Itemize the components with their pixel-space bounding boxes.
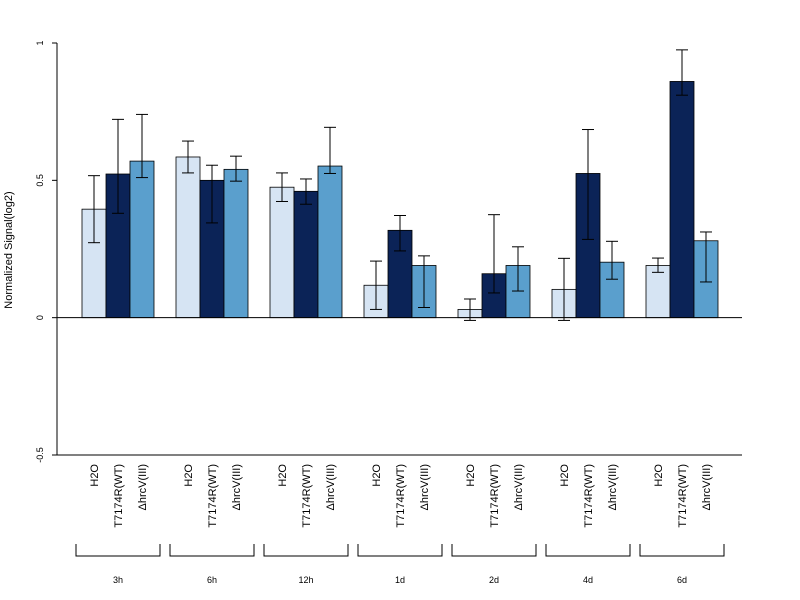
bar-6d-1 [669, 81, 695, 319]
group-label: 6d [677, 575, 687, 585]
error-bar-6h-1 [206, 164, 218, 224]
category-labels: H2O T7174R(WT) ΔhrcV(III) H2O T7174R(WT) Δhrc… [89, 464, 713, 528]
error-bar-1d-1 [394, 214, 406, 252]
error-bar-4d-2 [606, 240, 618, 280]
group-bracket-6h [169, 544, 255, 557]
category-label: ΔhrcV(III) [137, 464, 149, 510]
error-bar-4d-1 [582, 129, 594, 240]
error-bars [88, 49, 712, 321]
group-bracket-4d [545, 544, 631, 557]
group-label: 12h [298, 575, 313, 585]
bar-3h-2 [129, 160, 155, 319]
bar-6d-0 [645, 265, 671, 319]
error-bar-3h-0 [88, 175, 100, 244]
bar-6h-0 [175, 156, 201, 319]
category-label: H2O [465, 464, 477, 487]
error-bar-4d-0 [558, 257, 570, 321]
category-label: T7174R(WT) [301, 464, 313, 528]
category-label: T7174R(WT) [395, 464, 407, 528]
group-label: 6h [207, 575, 217, 585]
y-tick-label: 0.5 [35, 174, 45, 187]
category-label: H2O [559, 464, 571, 487]
group-label: 1d [395, 575, 405, 585]
group-bracket-3h [75, 544, 161, 557]
group-labels: 3h 6h 12h 1d 2d 4d 6d [113, 575, 687, 585]
error-bar-6h-2 [230, 155, 242, 182]
category-label: ΔhrcV(III) [325, 464, 337, 510]
category-label: H2O [371, 464, 383, 487]
category-label: H2O [183, 464, 195, 487]
y-tick-label: 1 [35, 40, 45, 45]
error-bar-12h-2 [324, 126, 336, 174]
category-label: ΔhrcV(III) [419, 464, 431, 510]
group-label: 2d [489, 575, 499, 585]
bar-12h-1 [293, 190, 319, 319]
y-tick-label: 0 [35, 315, 45, 320]
error-bar-6d-1 [676, 49, 688, 96]
y-tick-label: -0.5 [35, 447, 45, 463]
error-bar-6d-2 [700, 231, 712, 283]
category-label: T7174R(WT) [113, 464, 125, 528]
group-bracket-6d [639, 544, 725, 557]
group-label: 3h [113, 575, 123, 585]
group-bracket-1d [357, 544, 443, 557]
group-bracket-2d [451, 544, 537, 557]
category-label: T7174R(WT) [677, 464, 689, 528]
category-label: ΔhrcV(III) [607, 464, 619, 510]
error-bar-12h-1 [300, 178, 312, 205]
error-bar-6h-0 [182, 140, 194, 174]
error-bar-2d-1 [488, 214, 500, 294]
category-label: H2O [653, 464, 665, 487]
error-bar-1d-2 [418, 255, 430, 309]
category-label: H2O [277, 464, 289, 487]
category-label: T7174R(WT) [583, 464, 595, 528]
category-label: T7174R(WT) [207, 464, 219, 528]
y-axis: -0.5 0 0.5 1 [35, 40, 58, 463]
group-label: 4d [583, 575, 593, 585]
bar-12h-0 [269, 186, 295, 319]
group-bracket-12h [263, 544, 349, 557]
error-bar-1d-0 [370, 260, 382, 310]
error-bar-2d-2 [512, 246, 524, 292]
y-axis-label: Normalized Signal(log2) [3, 191, 15, 308]
error-bar-3h-2 [136, 113, 148, 179]
error-bar-2d-0 [464, 298, 476, 321]
category-label: T7174R(WT) [489, 464, 501, 528]
error-bar-6d-0 [652, 257, 664, 273]
category-label: ΔhrcV(III) [231, 464, 243, 510]
group-brackets [75, 544, 725, 557]
error-bar-3h-1 [112, 118, 124, 214]
error-bar-12h-0 [276, 172, 288, 202]
category-label: ΔhrcV(III) [513, 464, 525, 510]
category-label: ΔhrcV(III) [701, 464, 713, 510]
category-label: H2O [89, 464, 101, 487]
bar-12h-2 [317, 165, 343, 319]
bars [81, 81, 719, 319]
bar-6h-2 [223, 168, 249, 319]
